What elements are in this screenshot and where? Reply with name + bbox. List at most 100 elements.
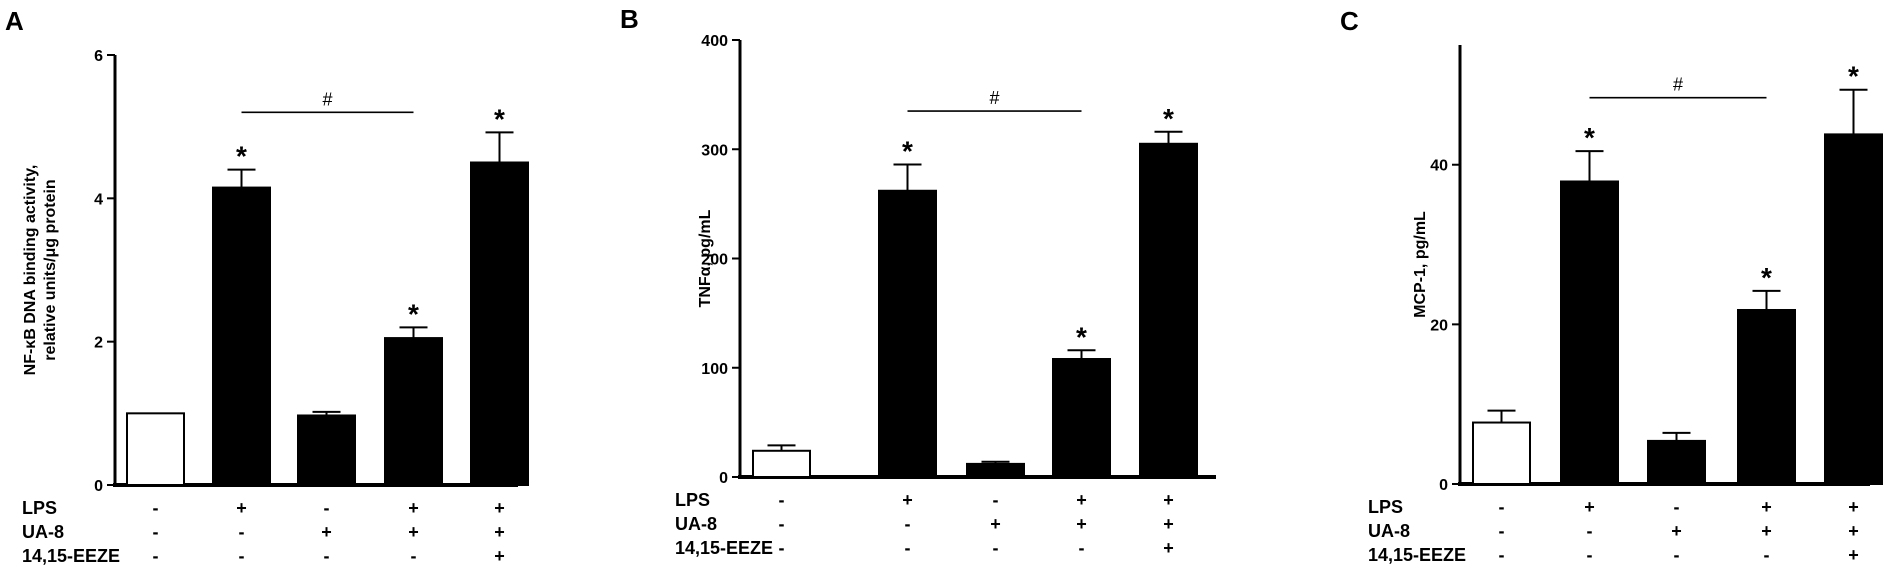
condition-sign: +: [494, 522, 505, 542]
significance-star: *: [1584, 122, 1595, 153]
y-tick-label: 2: [94, 335, 103, 352]
y-axis-title: MCP-1, pg/mL: [1412, 211, 1429, 318]
panel-letter: B: [620, 4, 639, 34]
y-tick-label: 300: [701, 142, 728, 159]
bar-5: [1139, 142, 1198, 478]
condition-sign: -: [153, 546, 159, 566]
significance-star: *: [236, 141, 247, 172]
condition-label: 14,15-EEZE: [675, 538, 773, 558]
condition-sign: +: [1163, 514, 1174, 534]
condition-sign: -: [993, 538, 999, 558]
condition-label: LPS: [1368, 497, 1403, 517]
condition-sign: +: [408, 522, 419, 542]
y-tick-label: 0: [94, 478, 103, 495]
comparison-hash: #: [1673, 75, 1683, 95]
significance-star: *: [902, 136, 913, 167]
condition-sign: -: [1674, 497, 1680, 517]
chart-panel-a: A 0 2 4 6 NF-κB DNA binding activity, relative…: [5, 6, 529, 566]
condition-sign: +: [902, 490, 913, 510]
condition-sign: +: [1584, 497, 1595, 517]
condition-sign: -: [1764, 545, 1770, 565]
condition-sign: +: [1848, 497, 1859, 517]
condition-sign: -: [324, 498, 330, 518]
condition-sign: -: [905, 538, 911, 558]
condition-label: LPS: [675, 490, 710, 510]
significance-star: *: [494, 103, 505, 134]
condition-sign: -: [905, 514, 911, 534]
y-tick-label: 0: [1439, 477, 1448, 494]
condition-sign: +: [1076, 490, 1087, 510]
bar-3: [966, 462, 1025, 479]
condition-sign: -: [779, 514, 785, 534]
condition-label: UA-8: [675, 514, 717, 534]
significance-star: *: [1076, 321, 1087, 352]
bar-4: [384, 337, 443, 487]
significance-star: *: [1761, 262, 1772, 293]
condition-sign: -: [324, 546, 330, 566]
condition-sign: +: [1848, 545, 1859, 565]
y-tick-label: 40: [1430, 158, 1448, 175]
condition-sign: +: [321, 522, 332, 542]
condition-sign: +: [1076, 514, 1087, 534]
condition-label: UA-8: [22, 522, 64, 542]
condition-sign: +: [990, 514, 1001, 534]
condition-sign: -: [1674, 545, 1680, 565]
comparison-hash: #: [322, 89, 332, 109]
chart-panel-c: C 0 20 40 MCP-1, pg/mL * * * # LPS - + - + + UA-8 - - + + +1…: [1340, 6, 1883, 565]
condition-sign: +: [236, 498, 247, 518]
bar-4: [1052, 358, 1111, 479]
y-tick-label: 200: [701, 252, 728, 269]
condition-label: 14,15-EEZE: [1368, 545, 1466, 565]
condition-sign: -: [1499, 497, 1505, 517]
y-tick-label: 400: [701, 33, 728, 50]
bar-1: [1472, 421, 1531, 486]
condition-sign: -: [993, 490, 999, 510]
condition-sign: +: [494, 546, 505, 566]
y-axis-title: relative units/μg protein: [42, 179, 59, 360]
condition-sign: -: [779, 538, 785, 558]
y-axis-title: NF-κB DNA binding activity,: [22, 165, 39, 376]
condition-sign: +: [1761, 521, 1772, 541]
y-tick-label: 0: [719, 470, 728, 487]
bar-5: [470, 161, 529, 486]
condition-label: LPS: [22, 498, 57, 518]
condition-sign: +: [1163, 490, 1174, 510]
condition-sign: -: [1079, 538, 1085, 558]
condition-sign: +: [1163, 538, 1174, 558]
panel-letter: A: [5, 6, 24, 36]
y-axis-title: TNFα, pg/mL: [697, 209, 714, 307]
condition-sign: -: [779, 490, 785, 510]
condition-sign: +: [1761, 497, 1772, 517]
condition-sign: +: [408, 498, 419, 518]
significance-star: *: [1163, 103, 1174, 134]
bar-2: [878, 189, 937, 478]
significance-star: *: [1848, 61, 1859, 92]
panel-letter: C: [1340, 6, 1359, 36]
condition-sign: -: [1499, 545, 1505, 565]
y-tick-label: 20: [1430, 317, 1448, 334]
y-tick-label: 100: [701, 361, 728, 378]
bar-5: [1824, 133, 1883, 485]
condition-sign: +: [1671, 521, 1682, 541]
bar-1: [126, 412, 185, 487]
chart-panel-b: B 0 100 200 300 400 TNFα, pg/mL * * * # LPS - + - + + UA-…: [620, 4, 1216, 558]
condition-sign: -: [1499, 521, 1505, 541]
condition-sign: -: [153, 522, 159, 542]
condition-sign: -: [239, 546, 245, 566]
bar-3: [1647, 439, 1706, 486]
condition-label: UA-8: [1368, 521, 1410, 541]
condition-sign: +: [494, 498, 505, 518]
condition-sign: -: [411, 546, 417, 566]
bar-4: [1737, 308, 1796, 485]
y-tick-label: 6: [94, 48, 103, 65]
condition-sign: -: [239, 522, 245, 542]
bar-1: [752, 449, 811, 478]
y-tick-label: 4: [94, 191, 103, 208]
condition-sign: -: [1587, 521, 1593, 541]
condition-sign: -: [153, 498, 159, 518]
bar-2: [1560, 180, 1619, 485]
significance-star: *: [408, 298, 419, 329]
condition-sign: +: [1848, 521, 1859, 541]
bar-3: [297, 414, 356, 487]
